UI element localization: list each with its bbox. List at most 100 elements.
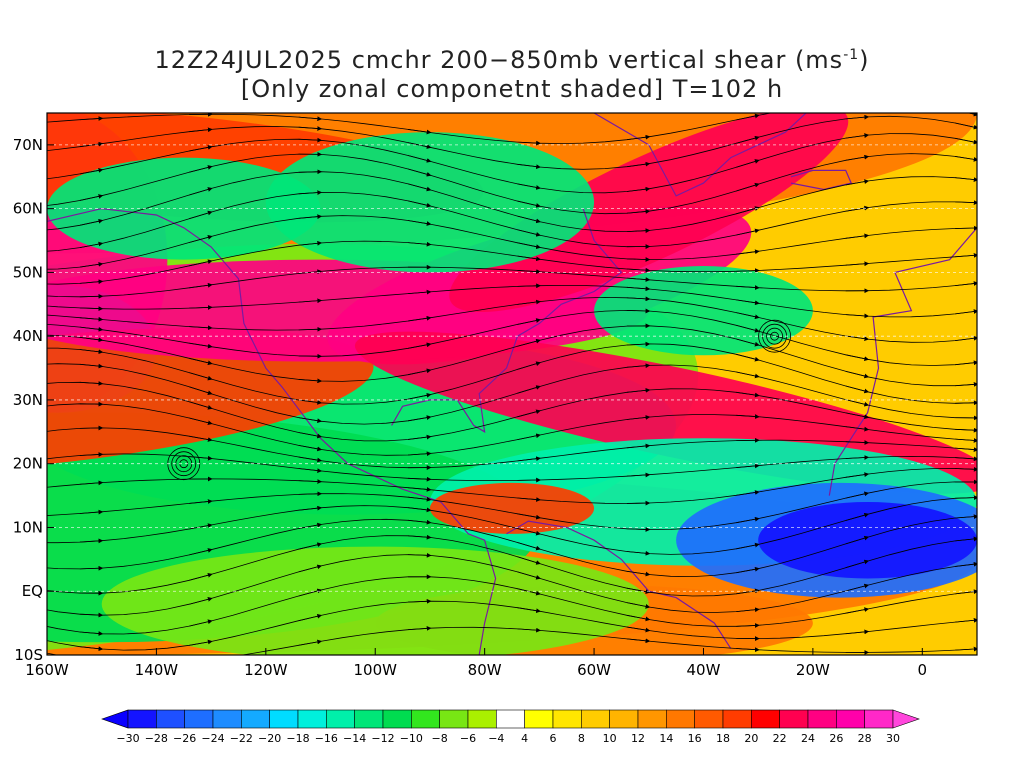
shear-region: [265, 132, 595, 273]
lat-tick-label: 30N: [13, 391, 43, 409]
coastline: [47, 207, 497, 655]
stream-arrow: [79, 646, 104, 652]
stream-arrow: [80, 659, 102, 662]
stream-arrow: [298, 169, 323, 175]
stream-arrow: [298, 491, 323, 497]
stream-arrow: [517, 409, 541, 418]
stream-arrow: [736, 463, 760, 469]
stream-arrow: [79, 218, 104, 226]
stream-arrow: [845, 154, 870, 161]
colorbar-label: −16: [315, 732, 338, 745]
stream-arrow: [79, 336, 104, 343]
colorbar-label: 22: [773, 732, 787, 745]
stream-arrow: [189, 455, 213, 461]
stream-arrow: [189, 660, 211, 662]
stream-arrow: [407, 200, 432, 208]
stream-arrow: [298, 399, 323, 405]
lat-tick-label: 10N: [13, 518, 43, 536]
stream-arrow: [189, 417, 213, 426]
stream-arrow: [626, 363, 651, 369]
stream-arrow: [79, 194, 104, 201]
stream-arrow: [626, 267, 651, 273]
stream-arrow: [189, 282, 213, 289]
stream-arrow: [845, 412, 870, 420]
stream-arrow: [408, 552, 432, 558]
stream-arrow: [408, 487, 432, 492]
coastline: [790, 169, 853, 191]
colorbar-label: 28: [858, 732, 872, 745]
stream-arrow: [517, 200, 541, 208]
colorbar-label: 20: [744, 732, 758, 745]
stream-arrow: [189, 210, 213, 220]
colorbar-label: 8: [578, 732, 585, 745]
stream-arrow: [517, 269, 541, 274]
stream-arrow: [736, 285, 760, 290]
stream-arrow: [298, 479, 323, 484]
stream-arrow: [79, 316, 104, 322]
stream-arrow: [955, 495, 977, 501]
stream-arrow: [408, 598, 432, 604]
stream-arrow: [407, 220, 432, 226]
colorbar-label: −30: [116, 732, 139, 745]
lon-tick-label: 0: [918, 661, 928, 679]
stream-arrow: [626, 638, 651, 644]
colorbar-label: −10: [400, 732, 423, 745]
colorbar-label: −4: [488, 732, 504, 745]
colorbar-swatch: [411, 709, 440, 729]
vortex-circulation: [770, 331, 779, 341]
stream-arrow: [955, 382, 977, 387]
stream-arrow: [845, 629, 870, 635]
stream-arrow: [736, 206, 760, 215]
colorbar-over-arrow: [892, 709, 920, 729]
stream-arrow: [955, 589, 977, 595]
shear-region: [47, 157, 321, 260]
stream-arrow: [408, 476, 432, 482]
stream-arrow: [736, 159, 760, 168]
stream-arrow: [407, 168, 432, 177]
stream-arrow: [736, 182, 760, 192]
stream-arrow: [407, 183, 432, 192]
stream-arrow: [955, 360, 977, 366]
colorbar-label: 4: [521, 732, 528, 745]
stream-arrow: [955, 200, 977, 205]
stream-arrow: [955, 561, 977, 567]
stream-arrow: [517, 318, 541, 325]
stream-arrow: [845, 512, 870, 521]
stream-arrow: [189, 435, 213, 442]
stream-arrow: [736, 647, 760, 653]
lat-tick-label: 10S: [14, 646, 43, 664]
stream-arrow: [626, 570, 651, 577]
stream-arrow: [736, 623, 760, 628]
stream-arrow: [845, 261, 870, 267]
colorbar-swatch: [836, 709, 865, 729]
stream-arrow: [626, 308, 651, 314]
stream-arrow: [736, 542, 760, 550]
colorbar-swatch: [496, 709, 525, 729]
stream-arrow: [189, 165, 213, 173]
stream-arrow: [408, 507, 432, 513]
stream-arrow: [626, 161, 651, 168]
coastline: [828, 227, 977, 496]
stream-arrow: [626, 277, 651, 282]
stream-arrow: [517, 242, 541, 250]
stream-arrow: [955, 122, 977, 130]
stream-arrow: [955, 438, 977, 443]
stream-arrow: [189, 372, 213, 381]
stream-arrow: [955, 427, 977, 433]
stream-arrow: [736, 338, 760, 347]
colorbar-label: 14: [659, 732, 673, 745]
stream-arrow: [517, 229, 541, 237]
stream-arrow: [736, 566, 760, 574]
colorbar-label: 24: [801, 732, 815, 745]
stream-arrow: [736, 490, 760, 496]
stream-arrow: [298, 378, 323, 384]
stream-arrow: [79, 480, 104, 486]
lon-tick-label: 140W: [135, 661, 179, 679]
stream-arrow: [408, 519, 432, 525]
colorbar-label: −24: [201, 732, 224, 745]
colorbar-label: 16: [688, 732, 702, 745]
stream-arrow: [626, 415, 651, 420]
stream-arrow: [189, 523, 213, 530]
stream-arrow: [298, 116, 323, 122]
stream-arrow: [626, 472, 651, 478]
